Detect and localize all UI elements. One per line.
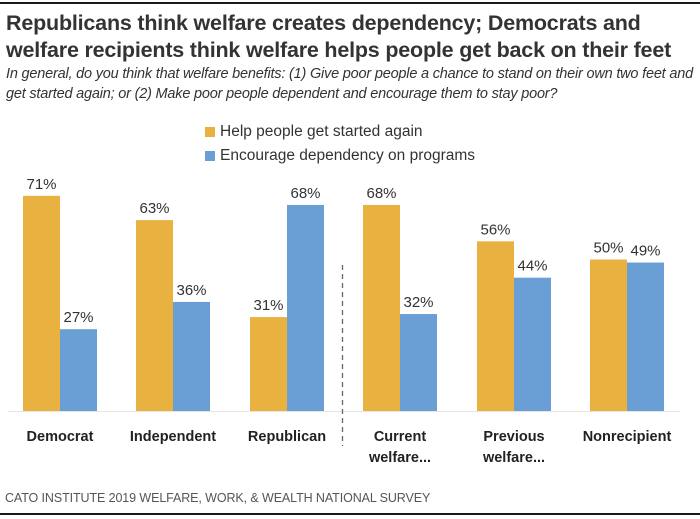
category-label-2: Republican: [248, 429, 326, 445]
value-label-dependency-1: 36%: [176, 282, 206, 299]
legend-swatch-help: [205, 127, 215, 137]
value-label-help-1: 63%: [139, 200, 169, 217]
value-label-dependency-0: 27%: [63, 309, 93, 326]
value-label-help-5: 50%: [593, 240, 623, 257]
value-label-dependency-4: 44%: [517, 258, 547, 275]
source-note: CATO INSTITUTE 2019 WELFARE, WORK, & WEA…: [5, 491, 431, 505]
value-label-dependency-2: 68%: [290, 185, 320, 202]
category-label-5: Nonrecipient: [583, 429, 672, 445]
bar-dependency-2: [287, 204, 324, 411]
legend: Help people get started again Encourage …: [205, 120, 475, 168]
bar-help-5: [590, 259, 627, 411]
bar-help-1: [136, 220, 173, 411]
bar-help-3: [363, 204, 400, 411]
legend-swatch-dependency: [205, 151, 215, 161]
bar-dependency-1: [173, 301, 210, 411]
bar-dependency-3: [400, 314, 437, 411]
category-label-4: Previous: [483, 429, 544, 445]
bar-help-4: [477, 241, 514, 411]
category-label-4-line2: welfare...: [482, 450, 545, 466]
category-label-0: Democrat: [27, 429, 94, 445]
bar-dependency-4: [514, 277, 551, 411]
top-rule: [0, 2, 700, 4]
value-label-help-0: 71%: [26, 176, 56, 193]
chart-subtitle: In general, do you think that welfare be…: [6, 66, 693, 102]
value-label-dependency-5: 49%: [630, 243, 660, 260]
category-label-1: Independent: [130, 429, 216, 445]
bar-help-2: [250, 317, 287, 411]
legend-item-help: Help people get started again: [205, 120, 475, 144]
bar-dependency-5: [627, 262, 664, 411]
value-label-help-3: 68%: [366, 185, 396, 202]
bar-dependency-0: [60, 329, 97, 411]
legend-label-dependency: Encourage dependency on programs: [220, 147, 476, 164]
legend-label-help: Help people get started again: [220, 123, 423, 140]
legend-item-dependency: Encourage dependency on programs: [205, 144, 475, 168]
value-label-help-4: 56%: [480, 221, 510, 238]
value-label-help-2: 31%: [253, 297, 283, 314]
bottom-rule: [0, 513, 700, 515]
chart-title: Republicans think welfare creates depend…: [6, 11, 672, 62]
bar-help-0: [23, 195, 60, 411]
category-label-3-line2: welfare...: [368, 450, 431, 466]
category-label-3: Current: [374, 429, 427, 445]
value-label-dependency-3: 32%: [403, 294, 433, 311]
